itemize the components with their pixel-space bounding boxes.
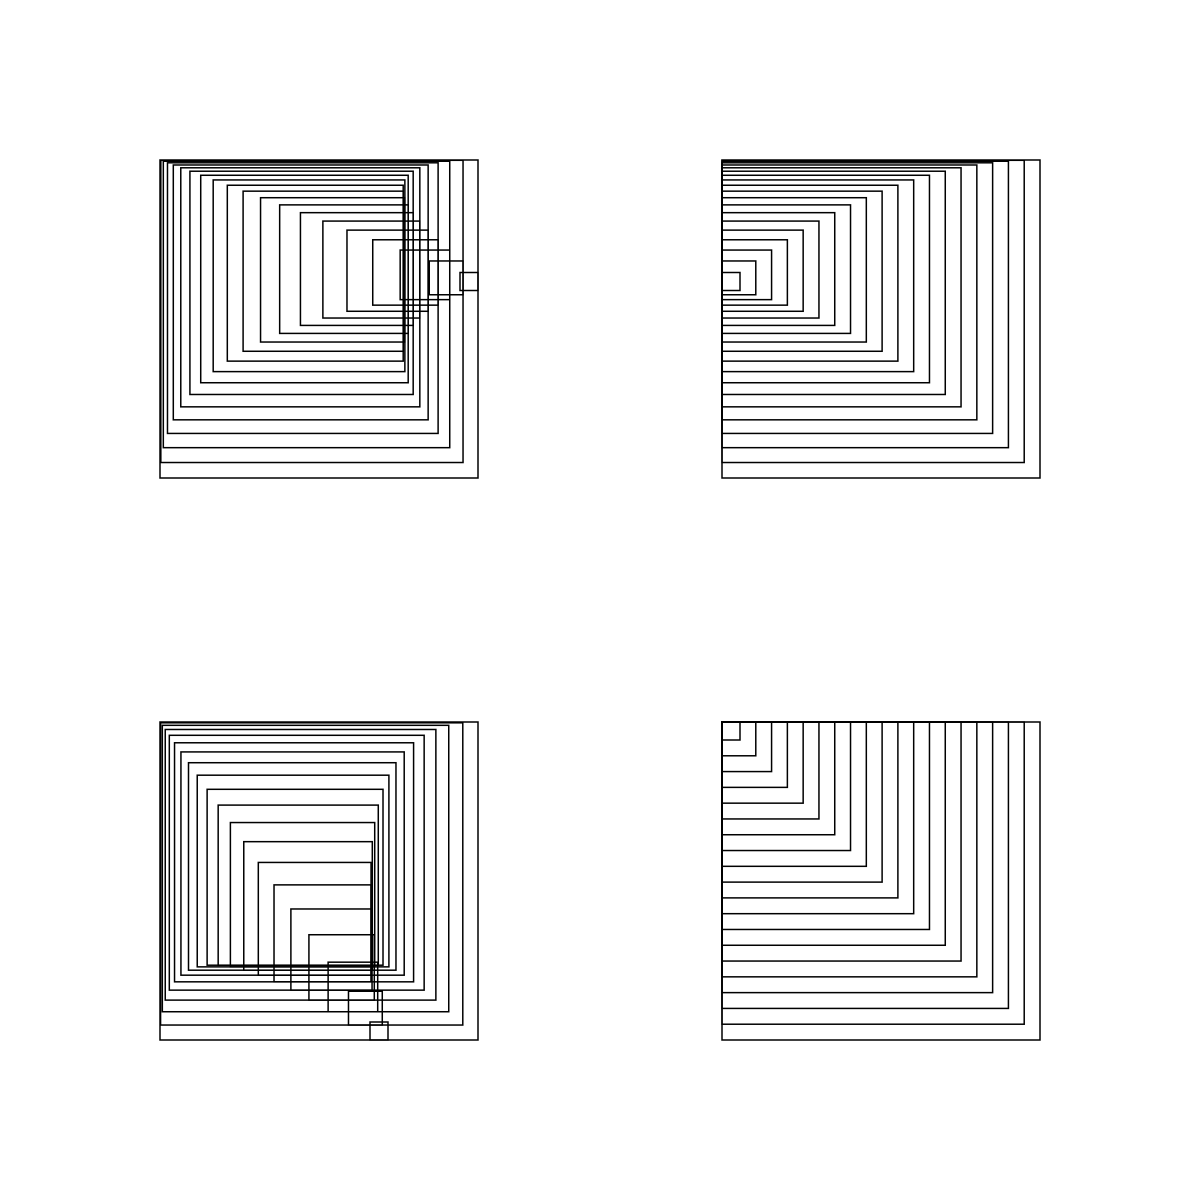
square-ring	[721, 204, 852, 335]
square-ring	[721, 721, 899, 899]
square-ring	[721, 721, 836, 836]
square-ring	[721, 721, 915, 915]
square-ring	[187, 761, 397, 971]
square-ring	[721, 721, 789, 789]
square-ring	[721, 721, 1025, 1025]
square-ring	[243, 840, 374, 971]
nested-squares-panel-2	[721, 159, 1041, 479]
square-ring	[721, 721, 804, 804]
square-ring	[159, 722, 464, 1026]
square-ring	[721, 162, 994, 435]
square-ring	[299, 211, 414, 327]
square-ring	[322, 220, 421, 319]
square-ring	[160, 159, 464, 464]
square-ring	[346, 229, 429, 313]
square-ring	[721, 721, 852, 852]
square-ring	[721, 721, 883, 883]
square-ring	[721, 721, 1010, 1010]
square-ring	[428, 260, 464, 296]
square-ring	[721, 184, 899, 362]
square-ring	[459, 271, 479, 292]
square-ring	[206, 788, 384, 966]
square-ring	[721, 179, 915, 373]
square-ring	[162, 160, 451, 449]
square-ring	[399, 249, 451, 301]
square-ring	[161, 724, 450, 1013]
square-ring	[721, 721, 994, 994]
square-ring	[371, 239, 439, 306]
square-ring	[721, 190, 883, 353]
square-ring	[217, 804, 380, 966]
nested-squares-panel-3	[159, 721, 479, 1041]
nested-squares-panel-1	[159, 159, 479, 479]
square-ring	[721, 249, 773, 301]
square-ring	[721, 164, 978, 421]
square-ring	[721, 721, 741, 741]
square-ring	[273, 884, 372, 983]
square-ring	[721, 721, 962, 962]
square-ring	[196, 774, 390, 968]
square-ring	[721, 260, 757, 296]
square-ring	[721, 220, 820, 319]
square-ring	[166, 162, 439, 435]
square-ring	[721, 196, 868, 343]
square-ring	[257, 861, 372, 976]
square-ring	[242, 190, 404, 353]
square-ring	[290, 908, 373, 991]
square-ring	[159, 159, 479, 479]
square-ring	[327, 961, 379, 1013]
square-ring	[226, 184, 404, 362]
square-ring	[308, 933, 376, 1001]
square-ring	[721, 721, 820, 820]
square-ring	[721, 721, 757, 757]
square-ring	[278, 204, 409, 335]
nested-squares-panel-4	[721, 721, 1041, 1041]
square-ring	[721, 721, 773, 773]
square-ring	[164, 728, 437, 1001]
square-ring	[229, 821, 376, 968]
square-ring	[369, 1021, 389, 1041]
square-ring	[347, 990, 384, 1026]
square-ring	[259, 196, 406, 343]
square-ring	[721, 721, 978, 978]
square-ring	[212, 179, 406, 373]
square-ring	[721, 271, 741, 292]
square-ring	[721, 721, 868, 868]
